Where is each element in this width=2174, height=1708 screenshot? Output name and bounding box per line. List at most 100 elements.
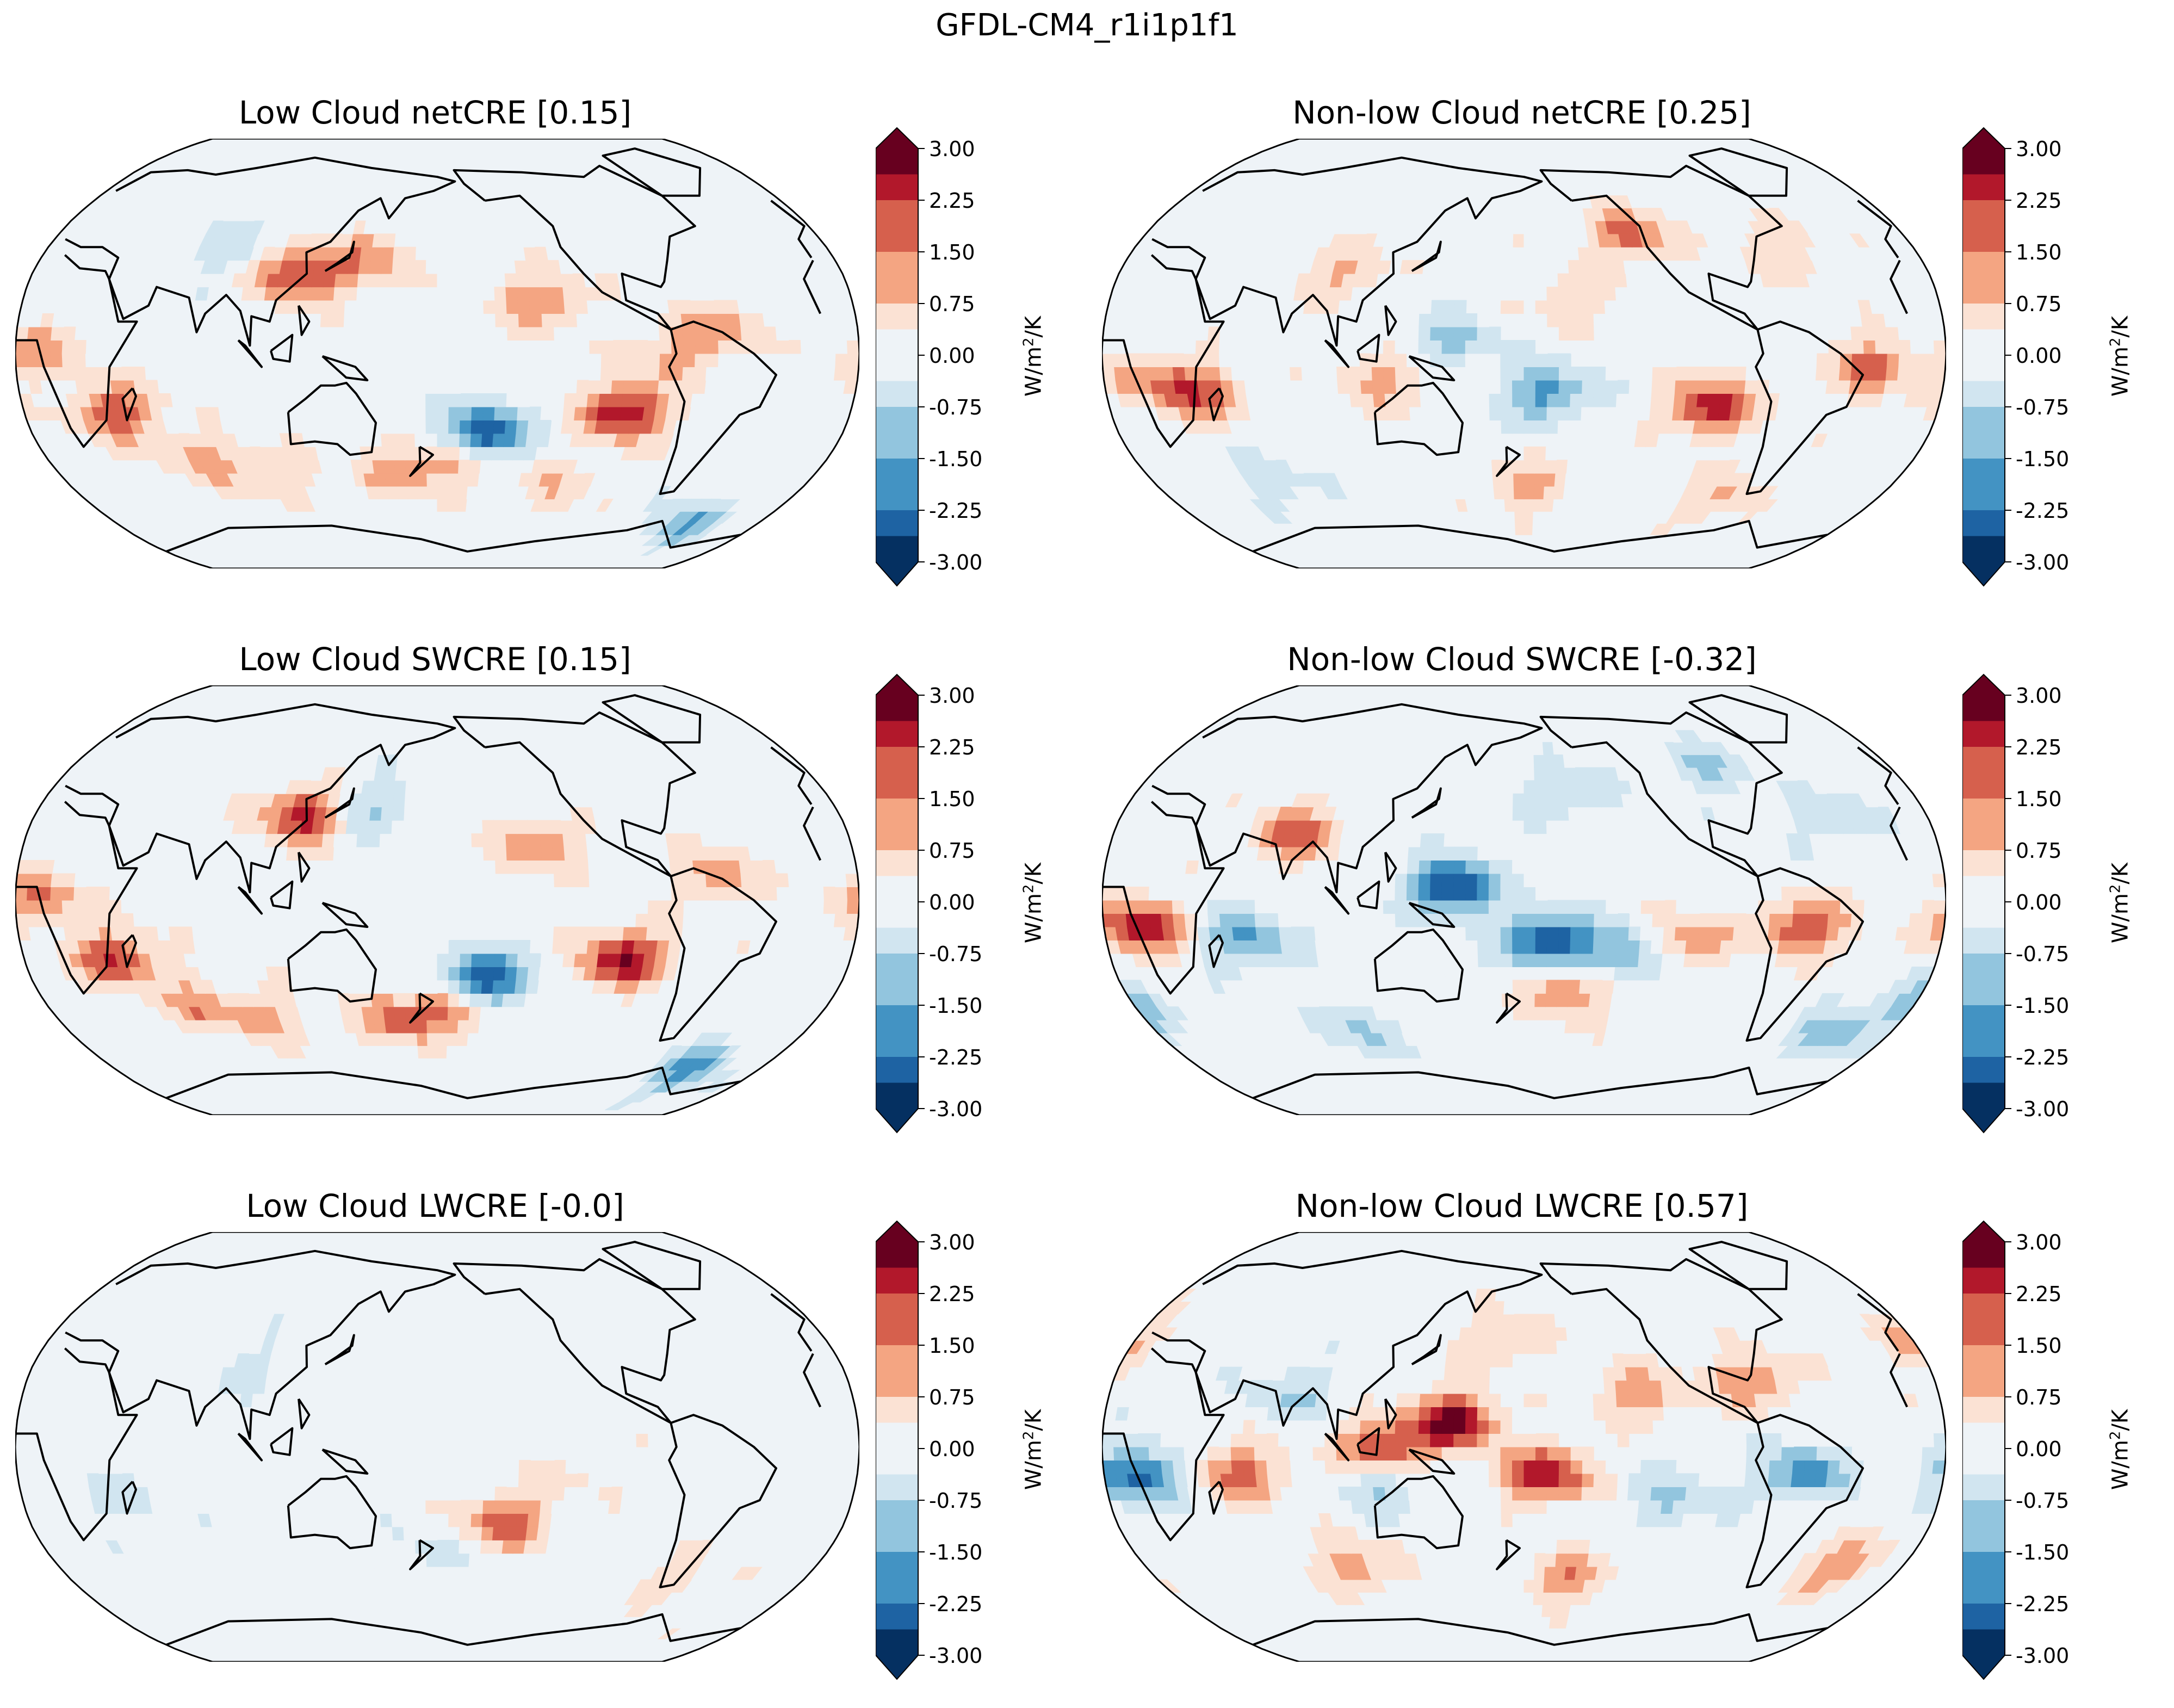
colorbar-tick-label: -3.00 [929,1644,982,1668]
colorbar-tick-label: -2.25 [929,1045,982,1069]
colorbar-tick-label: 0.00 [2016,344,2062,368]
map-border [15,1232,859,1662]
map-panel: Low Cloud LWCRE [-0.0] 3.00 2.25 1.50 0.75 0.… [0,1161,1087,1708]
coastline [1208,1481,1224,1515]
colorbar-segment [1962,1082,2005,1109]
robinson-map [15,139,859,568]
colorbar-segment [1962,148,2005,175]
colorbar-tick-label: 2.25 [929,1282,975,1306]
coastline [1208,934,1224,968]
colorbar-segment [1962,1500,2005,1527]
colorbar-segment [1962,1397,2005,1424]
colorbar-segment [876,850,918,877]
coastline [409,992,434,1024]
panel-title: Non-low Cloud LWCRE [0.57] [1295,1187,1749,1224]
colorbar-tick-label: 2.25 [2016,735,2062,759]
colorbar-segment [1962,1057,2005,1084]
coastline [1745,320,1864,495]
coastline [166,1613,741,1646]
coastline [1384,305,1397,336]
colorbar-segment [876,747,918,773]
colorbar-tick-label: 2.25 [929,735,975,759]
colorbar-segment [876,355,918,382]
coastline [1688,1241,1788,1290]
colorbar: 3.00 2.25 1.50 0.75 0.00 -0.75 -1.50 -2.25 -3.00 [876,673,982,1134]
colorbar-tick-label: -1.50 [2016,1540,2069,1564]
colorbar-segment [876,772,918,799]
colorbar-tick-label: 3.00 [2016,137,2062,161]
coastline [121,934,137,968]
colorbar-segment [876,1526,918,1552]
colorbar-tick-label: 3.00 [2016,1230,2062,1254]
colorbar-segment [1962,484,2005,511]
coastline [324,1334,355,1365]
coastline [1408,1448,1455,1475]
colorbar-tick-label: -3.00 [929,1097,982,1121]
colorbar-label: W/m2/K [2107,862,2133,944]
coastline [453,1258,696,1424]
coastline [1539,1258,1783,1424]
coastline [1357,880,1380,909]
coastline [298,851,311,883]
colorbar-segment [1962,1526,2005,1552]
map-panel: Non-low Cloud SWCRE [-0.32] 3.00 2.25 1.50 0… [1087,615,2173,1161]
robinson-map [1102,139,1946,568]
colorbar-segment [1962,1005,2005,1032]
colorbar-tick-label: 1.50 [2016,787,2062,811]
colorbar: 3.00 2.25 1.50 0.75 0.00 -0.75 -1.50 -2.25 -3.00 [876,1220,982,1680]
colorbar-segment [1962,1552,2005,1579]
colorbar-segment [876,1629,918,1656]
colorbar-tick-label: 2.25 [929,189,975,213]
coastline [1324,1432,1350,1462]
colorbar-segment [1962,355,2005,382]
colorbar-segment [1962,876,2005,902]
coastline [1411,1334,1442,1365]
robinson-map [15,1232,859,1662]
coastline [16,254,822,448]
coastline [298,1398,311,1429]
colorbar-label: W/m2/K [1020,862,1046,944]
colorbar-segment [1962,329,2005,356]
colorbar-tick-label: 3.00 [929,684,975,708]
coastline [1384,851,1397,883]
colorbar-tick-label: 1.50 [929,1334,975,1358]
colorbar: 3.00 2.25 1.50 0.75 0.00 -0.75 -1.50 -2.25 -3.00 [1962,127,2069,587]
colorbar-tick-label: 1.50 [929,240,975,264]
colorbar-segment [876,432,918,459]
colorbar-label: W/m2/K [2107,1409,2133,1490]
coastline [1103,1347,1909,1542]
coastline [1357,1427,1380,1456]
colorbar-segment [1962,772,2005,799]
coastline [1745,1414,1864,1588]
coastline [324,787,355,819]
colorbar-label: W/m2/K [1020,315,1046,397]
colorbar-segment [876,1500,918,1527]
coastline [1496,992,1521,1024]
map-panel: Low Cloud netCRE [0.15] 3.00 2.25 1.50 0.75 0… [0,68,1087,615]
coastline [659,320,777,495]
colorbar-extend-max [876,128,918,148]
coastline [409,1539,434,1570]
colorbar-segment [876,1319,918,1346]
coastline [1151,1249,1899,1440]
colorbar-segment [1962,510,2005,537]
map-panel: Non-low Cloud netCRE [0.25] 3.00 2.25 1.50 0… [1087,68,2173,615]
colorbar-tick-label: -1.50 [929,994,982,1018]
colorbar-segment [1962,536,2005,562]
map-border [15,685,859,1115]
colorbar-tick-label: -2.25 [929,499,982,523]
colorbar-segment [876,459,918,485]
colorbar-tick-label: 0.00 [929,890,975,914]
colorbar-segment [876,799,918,825]
colorbar-segment [1962,927,2005,954]
colorbar-segment [876,1552,918,1579]
coastline [1688,694,1788,744]
map-panel: Non-low Cloud LWCRE [0.57] 3.00 2.25 1.50 0.… [1087,1161,2173,1708]
coastline [1151,156,1899,347]
coastline [237,886,263,915]
colorbar-segment [1962,1474,2005,1501]
colorbar-segment [876,536,918,562]
colorbar-tick-label: 0.00 [2016,1437,2062,1461]
colorbar-segment [1962,1629,2005,1656]
panel-title: Non-low Cloud netCRE [0.25] [1292,94,1751,131]
